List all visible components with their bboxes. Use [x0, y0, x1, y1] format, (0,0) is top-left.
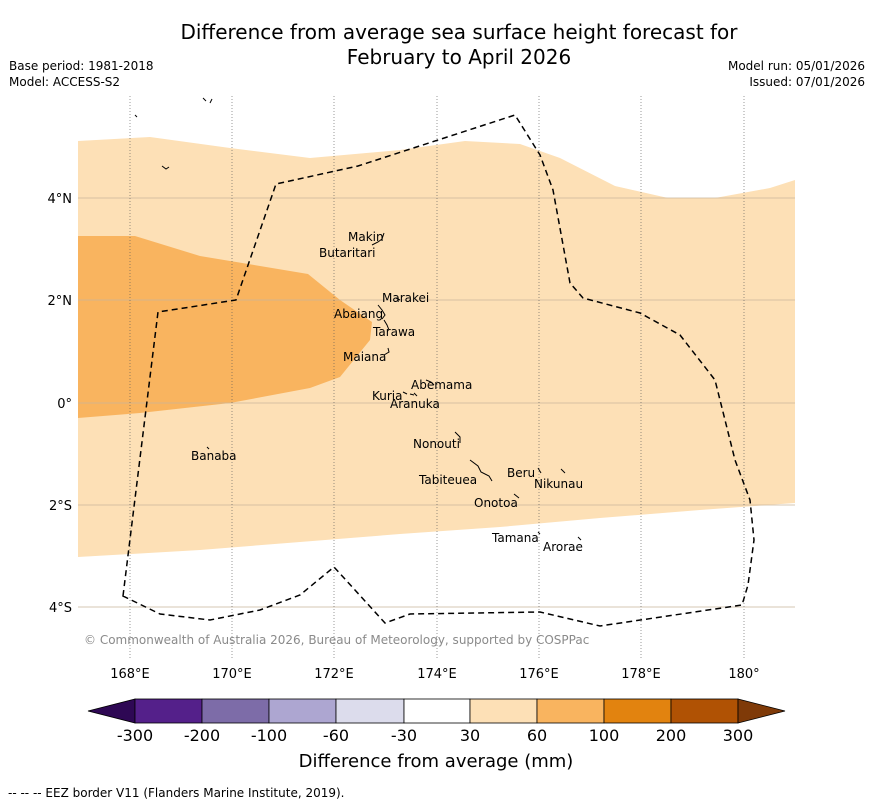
place-label: Abemama: [411, 378, 472, 392]
copyright-credit: © Commonwealth of Australia 2026, Bureau…: [84, 633, 589, 647]
colorbar-tick: 300: [723, 726, 754, 745]
map-panel: Makin Butaritari Marakei Abaiang Tarawa …: [78, 96, 795, 660]
place-labels: Makin Butaritari Marakei Abaiang Tarawa …: [191, 230, 583, 554]
title-line-2: February to April 2026: [346, 45, 572, 69]
place-label: Makin: [348, 230, 384, 244]
island-outlines: [134, 97, 582, 541]
place-label: Nonouti: [413, 437, 460, 451]
place-label: Abaiang: [334, 307, 383, 321]
colorbar-title: Difference from average (mm): [299, 751, 574, 772]
lat-gridlines: [78, 197, 795, 608]
anomaly-band-60-100: [78, 236, 372, 418]
colorbar-tick: 60: [527, 726, 547, 745]
colorbar-tick: 100: [589, 726, 620, 745]
colorbar-tick: 30: [460, 726, 480, 745]
place-label: Tabiteuea: [418, 473, 477, 487]
map-title: Difference from average sea surface heig…: [0, 20, 873, 70]
place-label: Butaritari: [319, 246, 376, 260]
model-run: Model run: 05/01/2026: [727, 59, 865, 73]
colorbar-tick: -300: [117, 726, 153, 745]
place-label: Banaba: [191, 449, 237, 463]
place-label: Marakei: [382, 291, 429, 305]
colorbar-cell: [603, 698, 672, 724]
colorbar-max-extend: [737, 698, 786, 724]
lon-label: 180°: [728, 667, 759, 682]
lon-label: 168°E: [110, 667, 150, 682]
model-name: Model: ACCESS-S2: [9, 75, 121, 89]
lat-label: 2°S: [49, 499, 72, 514]
colorbar: -300 -200 -100 -60 -30 30 60 100 200 300…: [87, 698, 786, 772]
colorbar-tick: -60: [323, 726, 349, 745]
place-label: Onotoa: [474, 496, 518, 510]
anomaly-band-30-60: [78, 137, 795, 557]
place-label: Kuria: [372, 389, 403, 403]
place-label: Tarawa: [372, 325, 415, 339]
place-label: Arorae: [543, 540, 583, 554]
lon-label: 176°E: [519, 667, 559, 682]
place-label: Maiana: [343, 350, 386, 364]
place-label: Aranuka: [390, 397, 440, 411]
colorbar-cell: [536, 698, 605, 724]
issued-date: Issued: 07/01/2026: [749, 75, 865, 89]
lon-gridlines: [129, 96, 745, 660]
lat-axis: 4°N 2°N 0° 2°S 4°S: [48, 192, 73, 616]
colorbar-tick: -100: [251, 726, 287, 745]
lat-label: 0°: [57, 397, 72, 412]
lat-label: 4°S: [49, 601, 72, 616]
colorbar-tick: -30: [391, 726, 417, 745]
place-label: Tamana: [491, 531, 539, 545]
meta-left: Base period: 1981-2018 Model: ACCESS-S2: [9, 58, 154, 90]
place-label: Beru: [507, 466, 535, 480]
colorbar-cell: [670, 698, 739, 724]
colorbar-ticks: -300 -200 -100 -60 -30 30 60 100 200 300: [117, 726, 753, 745]
colorbar-cell: [201, 698, 270, 724]
colorbar-tick: 200: [656, 726, 687, 745]
place-label: Nikunau: [534, 477, 583, 491]
colorbar-cell: [469, 698, 538, 724]
colorbar-cell: [403, 698, 471, 724]
title-line-1: Difference from average sea surface heig…: [180, 20, 738, 44]
colorbar-tick: -200: [184, 726, 220, 745]
meta-right: Model run: 05/01/2026 Issued: 07/01/2026: [728, 58, 865, 90]
lon-axis: 168°E 170°E 172°E 174°E 176°E 178°E 180°: [110, 667, 759, 682]
eez-border: [122, 114, 755, 627]
lat-label: 2°N: [48, 294, 73, 309]
colorbar-cell: [268, 698, 337, 724]
lon-label: 170°E: [212, 667, 252, 682]
lat-label: 4°N: [48, 192, 73, 207]
colorbar-min-extend: [87, 698, 136, 724]
colorbar-cell: [335, 698, 405, 724]
lon-label: 172°E: [314, 667, 354, 682]
eez-footnote: -- -- -- EEZ border V11 (Flanders Marine…: [8, 786, 345, 800]
lon-label: 178°E: [621, 667, 661, 682]
colorbar-cell: [134, 698, 203, 724]
lon-label: 174°E: [417, 667, 457, 682]
base-period: Base period: 1981-2018: [9, 59, 154, 73]
